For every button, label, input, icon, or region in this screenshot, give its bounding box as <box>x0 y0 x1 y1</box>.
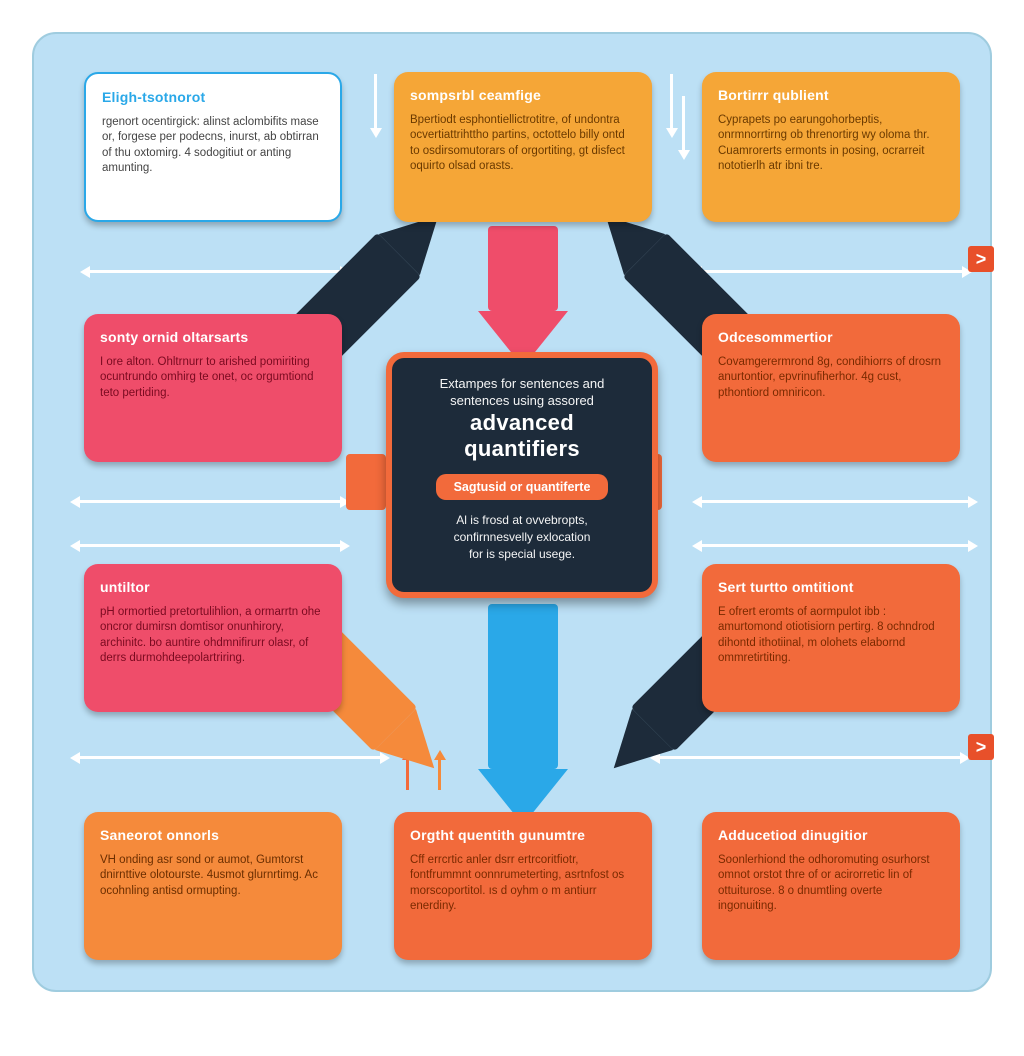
center-pill: Sagtusid or quantiferte <box>436 474 609 500</box>
card-title: Eligh-tsotnorot <box>102 88 324 107</box>
center-card: Extampes for sentences and sentences usi… <box>386 352 658 598</box>
infographic-canvas: Extampes for sentences and sentences usi… <box>32 32 992 992</box>
card-bot-right: Adducetiod dinugitior Soonlerhiond the od… <box>702 812 960 960</box>
card-body: Soonlerhiond the odhoromuting osurhorst … <box>718 853 944 915</box>
card-mid-right-2: Sert turtto omtitiont E ofrert eromts of … <box>702 564 960 712</box>
card-body: pH ormortied pretortulihlion, a ormarrtn… <box>100 605 326 667</box>
card-top-right: Bortirrr qublient Cyprapets po earungohor… <box>702 72 960 222</box>
center-lead-2: sentences using assored <box>414 393 630 408</box>
card-mid-right-1: Odcesommertior Covamgerermrond 8g, condih… <box>702 314 960 462</box>
card-title: Sert turtto omtitiont <box>718 578 944 597</box>
center-sub-2: confirnnesvelly exlocation <box>414 529 630 546</box>
center-lead-1: Extampes for sentences and <box>414 376 630 391</box>
card-bot-left: Saneorot onnorls VH onding asr sond or au… <box>84 812 342 960</box>
card-title: Odcesommertior <box>718 328 944 347</box>
card-top-mid: sompsrbl ceamfige Bpertiodt esphontiellic… <box>394 72 652 222</box>
chevron-right-icon: > <box>968 734 994 760</box>
card-mid-left-2: untiltor pH ormortied pretortulihlion, a … <box>84 564 342 712</box>
card-mid-left-1: sonty ornid oltarsarts I ore alton. Ohltr… <box>84 314 342 462</box>
card-title: untiltor <box>100 578 326 597</box>
card-title: sonty ornid oltarsarts <box>100 328 326 347</box>
chevron-right-icon: > <box>968 246 994 272</box>
card-body: Bpertiodt esphontiellictrotitre, of undo… <box>410 113 636 175</box>
card-bot-mid: Orgtht quentith gunumtre Cff errcrtic anl… <box>394 812 652 960</box>
card-title: Bortirrr qublient <box>718 86 944 105</box>
card-top-left: Eligh-tsotnorot rgenort ocentirgick: alin… <box>84 72 342 222</box>
center-sub-3: for is special usege. <box>414 546 630 563</box>
center-sub-1: Al is frosd at ovvebropts, <box>414 512 630 529</box>
card-body: VH onding asr sond or aumot, Gumtorst dn… <box>100 853 326 900</box>
card-body: Cyprapets po earungohorbeptis, onrmnorrt… <box>718 113 944 175</box>
card-title: sompsrbl ceamfige <box>410 86 636 105</box>
card-body: Covamgerermrond 8g, condihiorrs of drosr… <box>718 355 944 402</box>
card-body: I ore alton. Ohltrnurr to arished pomiri… <box>100 355 326 402</box>
center-title: advanced quantifiers <box>414 410 630 462</box>
card-title: Adducetiod dinugitior <box>718 826 944 845</box>
card-title: Orgtht quentith gunumtre <box>410 826 636 845</box>
card-body: rgenort ocentirgick: alinst aclombifits … <box>102 115 324 177</box>
card-body: E ofrert eromts of aormpulot ibb : amurt… <box>718 605 944 667</box>
card-body: Cff errcrtic anler dsrr ertrcoritfiotr, … <box>410 853 636 915</box>
card-title: Saneorot onnorls <box>100 826 326 845</box>
